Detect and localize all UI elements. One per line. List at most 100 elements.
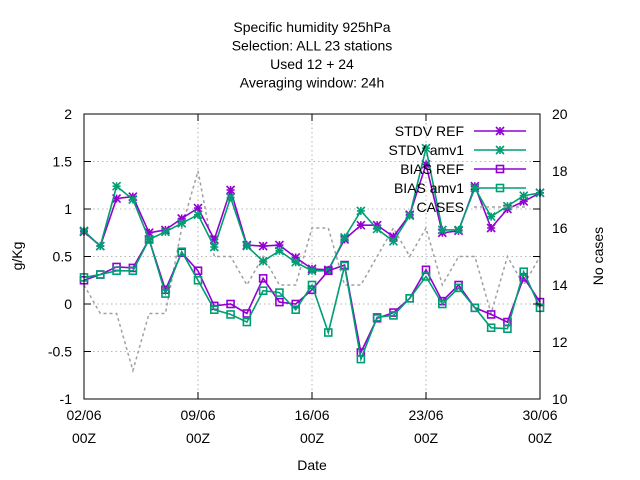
title-line-1: Specific humidity 925hPa — [233, 19, 390, 35]
y2-tick-label-0: 10 — [552, 391, 568, 407]
series-line-bias-amv1 — [83, 237, 541, 363]
legend-marker-bias-amv1 — [495, 183, 505, 193]
y2-tick-label-3: 16 — [552, 220, 568, 236]
title-line-2: Selection: ALL 23 stations — [232, 38, 393, 54]
y2-tick-label-4: 18 — [552, 163, 568, 179]
point-bias-amv1-19 — [389, 311, 398, 320]
point-stdv-ref-11 — [258, 241, 268, 251]
point-stdv-ref-25 — [486, 223, 496, 233]
point-bias-amv1-23 — [454, 283, 463, 293]
y2-axis-label: No cases — [590, 227, 606, 285]
point-stdv-amv1-1 — [95, 241, 105, 251]
chart-title: Specific humidity 925hPa Selection: ALL 2… — [232, 19, 393, 91]
point-stdv-amv1-10 — [242, 241, 252, 251]
point-stdv-amv1-11 — [258, 256, 268, 266]
point-bias-ref-12 — [275, 297, 284, 307]
point-stdv-amv1-19 — [388, 236, 398, 246]
title-line-4: Averaging window: 24h — [240, 75, 385, 91]
point-bias-amv1-3 — [128, 266, 138, 276]
y2-tick-label-1: 12 — [552, 334, 568, 350]
legend-label-bias-ref: BIAS REF — [400, 161, 464, 177]
point-bias-ref-7 — [193, 266, 203, 276]
point-bias-amv1-11 — [258, 286, 268, 296]
legend-marker-stdv-amv1 — [495, 145, 505, 155]
y-tick-label-1: -0.5 — [48, 344, 72, 360]
grid — [84, 114, 540, 399]
y2-tick-label-2: 14 — [552, 277, 568, 293]
point-bias-ref-10 — [242, 309, 252, 318]
legend-label-bias-amv1: BIAS amv1 — [394, 180, 464, 196]
point-bias-amv1-26 — [503, 324, 512, 334]
y-tick-label-6: 2 — [64, 106, 72, 122]
x-tick-label-sub-3: 00Z — [414, 430, 439, 446]
axis-ticks: -1 -0.5 0 0.5 1 1.5 2 10 12 14 16 18 20 02/06 00Z 09/06… — [48, 106, 568, 446]
point-stdv-amv1-7 — [193, 210, 203, 220]
y-tick-label-0: -1 — [60, 391, 73, 407]
point-stdv-amv1-27 — [519, 191, 529, 201]
legend-marker-stdv-ref — [495, 126, 505, 136]
y-tick-label-3: 0.5 — [53, 249, 73, 265]
x-tick-label-sub-4: 00Z — [528, 430, 553, 446]
point-bias-amv1-17 — [356, 354, 366, 364]
point-stdv-amv1-18 — [372, 224, 382, 234]
point-bias-amv1-7 — [193, 275, 203, 285]
point-stdv-ref-17 — [356, 220, 366, 230]
legend: STDV REF STDV amv1 BIAS REF BIAS amv1 CASES — [389, 123, 526, 215]
legend-marker-bias-ref — [495, 164, 505, 174]
point-bias-amv1-8 — [209, 305, 219, 315]
y-tick-label-4: 1 — [64, 201, 72, 217]
point-stdv-amv1-25 — [486, 212, 496, 222]
x-tick-label-0: 02/06 — [66, 407, 101, 423]
point-bias-ref-11 — [258, 274, 268, 283]
point-bias-amv1-25 — [486, 323, 496, 333]
point-bias-amv1-6 — [177, 247, 187, 257]
series-lines — [79, 143, 545, 364]
point-bias-amv1-10 — [242, 317, 252, 327]
axis-labels: Date g/Kg No cases — [9, 227, 606, 473]
point-bias-amv1-2 — [112, 266, 121, 276]
series-cases — [83, 170, 541, 374]
point-stdv-ref-9 — [226, 185, 236, 195]
x-tick-label-sub-0: 00Z — [72, 430, 97, 446]
point-stdv-amv1-12 — [274, 246, 284, 256]
y2-tick-label-5: 20 — [552, 106, 568, 122]
y-tick-label-2: 0 — [64, 296, 72, 312]
point-bias-amv1-18 — [372, 312, 382, 322]
point-bias-amv1-5 — [161, 289, 170, 298]
legend-label-stdv-ref: STDV REF — [395, 123, 464, 139]
point-stdv-amv1-3 — [128, 194, 138, 205]
point-stdv-amv1-21 — [421, 143, 431, 153]
x-tick-label-sub-2: 00Z — [300, 430, 325, 446]
series-line-cases — [83, 170, 541, 374]
x-tick-label-3: 23/06 — [408, 407, 443, 423]
point-stdv-amv1-23 — [454, 225, 464, 235]
y-tick-label-5: 1.5 — [53, 154, 73, 170]
x-tick-label-2: 16/06 — [294, 407, 329, 423]
point-bias-amv1-14 — [307, 280, 317, 290]
point-stdv-amv1-20 — [405, 211, 415, 221]
point-bias-amv1-16 — [340, 261, 349, 271]
point-stdv-amv1-26 — [502, 201, 512, 211]
point-bias-amv1-22 — [437, 299, 447, 309]
point-stdv-amv1-17 — [356, 206, 366, 216]
point-bias-amv1-15 — [323, 328, 333, 337]
point-stdv-ref-7 — [193, 203, 203, 213]
point-bias-amv1-9 — [226, 310, 235, 319]
point-stdv-amv1-13 — [291, 257, 301, 267]
point-bias-ref-25 — [486, 310, 496, 319]
point-bias-amv1-1 — [95, 270, 105, 279]
point-bias-amv1-20 — [405, 293, 415, 303]
point-stdv-amv1-14 — [307, 266, 317, 276]
x-tick-label-4: 30/06 — [522, 407, 557, 423]
point-stdv-amv1-5 — [160, 227, 170, 237]
legend-label-stdv-amv1: STDV amv1 — [389, 142, 465, 158]
point-stdv-amv1-8 — [209, 242, 219, 252]
x-axis-label: Date — [297, 457, 327, 473]
y-axis-label: g/Kg — [9, 242, 25, 271]
x-tick-label-sub-1: 00Z — [186, 430, 211, 446]
point-bias-amv1-12 — [275, 288, 284, 297]
point-bias-ref-9 — [226, 299, 235, 309]
point-bias-amv1-13 — [291, 305, 301, 315]
point-bias-ref-15 — [323, 266, 333, 276]
